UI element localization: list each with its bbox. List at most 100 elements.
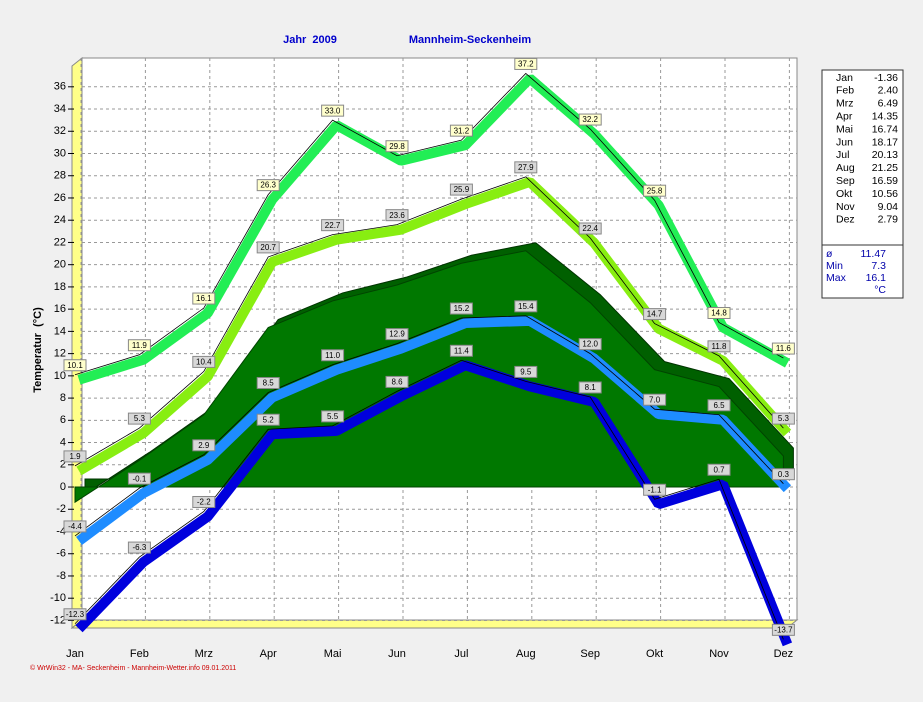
value-label: 8.5 (263, 379, 275, 388)
chart-subtitle: Mannheim-Seckenheim (409, 34, 531, 46)
value-label: -0.1 (133, 474, 147, 483)
value-label-box (127, 339, 151, 352)
value-label: 5.3 (134, 414, 146, 423)
x-tick-label: Mrz (195, 648, 213, 660)
legend-month: Dez (836, 214, 855, 226)
y-tick-label: 12 (54, 348, 66, 360)
value-label-box (578, 113, 602, 126)
value-label: -12.3 (66, 610, 85, 619)
legend-value: 14.35 (872, 110, 898, 122)
value-label: 11.4 (454, 346, 470, 355)
ribbon (76, 177, 792, 476)
value-label-box (63, 359, 87, 372)
legend-month: Jul (836, 149, 849, 161)
y-tick-label: -8 (56, 570, 66, 582)
x-tick-label: Aug (516, 648, 536, 660)
value-label-box (449, 124, 473, 137)
value-label: 1.9 (69, 452, 81, 461)
x-tick-label: Sep (580, 648, 600, 660)
y-tick-label: 36 (54, 81, 66, 93)
value-label: 5.5 (327, 412, 339, 421)
value-label-box (707, 463, 731, 476)
value-label-box (321, 349, 345, 362)
x-tick-label: Apr (260, 648, 277, 660)
value-label: 14.7 (647, 310, 663, 319)
y-tick-label: 30 (54, 147, 66, 159)
x-tick-label: Feb (130, 648, 149, 660)
line (74, 359, 784, 640)
value-label: 11.6 (776, 344, 792, 353)
y-tick-label: 18 (54, 281, 66, 293)
value-label-box (192, 292, 216, 305)
value-label: 10.1 (67, 361, 83, 370)
value-label-box (192, 355, 216, 368)
value-label-box (643, 184, 667, 197)
value-label-box (707, 340, 731, 353)
value-label: 11.9 (132, 341, 148, 350)
y-tick-label: -10 (50, 592, 66, 604)
value-label-box (385, 328, 409, 341)
value-label-box (643, 308, 667, 321)
stat-value: 16.1 (866, 272, 887, 284)
stat-label: Min (826, 260, 843, 272)
legend-month: Apr (836, 110, 853, 122)
value-label: 5.3 (778, 414, 790, 423)
legend-value: -1.36 (874, 72, 898, 84)
x-tick-label: Nov (709, 648, 729, 660)
x-tick-label: Dez (774, 648, 794, 660)
x-tick-label: Okt (646, 648, 663, 660)
value-label: 9.5 (520, 368, 532, 377)
area (74, 250, 784, 504)
legend-month: Aug (836, 162, 855, 174)
value-label: 27.9 (518, 163, 534, 172)
y-tick-label: 32 (54, 125, 66, 137)
ribbon (77, 74, 790, 385)
legend-month: Mai (836, 123, 853, 135)
value-label-box (578, 338, 602, 351)
value-label-box (771, 468, 795, 481)
ribbon (75, 360, 793, 647)
value-label-box (127, 472, 151, 485)
value-label-box (256, 179, 280, 192)
ribbon (76, 315, 792, 545)
floor (70, 619, 799, 629)
legend-value: 16.74 (872, 123, 898, 135)
stat-label: Max (826, 272, 847, 284)
x-tick-label: Jan (66, 648, 84, 660)
y-tick-label: 16 (54, 303, 66, 315)
value-label: 14.8 (711, 309, 727, 318)
value-label: 37.2 (518, 60, 534, 69)
legend-value: 2.79 (878, 214, 899, 226)
legend-value: 9.04 (878, 201, 899, 213)
unit: °C (874, 284, 886, 296)
value-label-box (578, 222, 602, 235)
value-label-box (707, 306, 731, 319)
value-label-box (385, 209, 409, 222)
value-label: -6.3 (133, 543, 147, 552)
value-label: 32.2 (582, 115, 598, 124)
stat-value: 7.3 (871, 260, 886, 272)
stat-label: ø (826, 248, 833, 260)
value-label: 31.2 (454, 126, 470, 135)
value-label: -13.7 (774, 625, 793, 634)
value-label-box (127, 541, 151, 554)
value-label-box (256, 377, 280, 390)
y-tick-label: 10 (54, 370, 66, 382)
y-tick-label: 22 (54, 236, 66, 248)
y-tick-label: 6 (60, 414, 66, 426)
value-label-box (578, 381, 602, 394)
y-tick-label: 20 (54, 259, 66, 271)
value-label: 6.5 (713, 401, 725, 410)
y-tick-label: 14 (54, 325, 66, 337)
value-label-box (514, 300, 538, 313)
value-label-box (771, 412, 795, 425)
legend-value: 21.25 (872, 162, 898, 174)
legend-box (821, 69, 904, 299)
value-label-box (127, 412, 151, 425)
legend-value: 16.59 (872, 175, 898, 187)
stat-value: 11.47 (861, 248, 887, 260)
value-label: 11.8 (712, 342, 728, 351)
value-label: 11.0 (325, 351, 341, 360)
value-label: 26.3 (260, 181, 276, 190)
value-label: 2.9 (198, 441, 210, 450)
